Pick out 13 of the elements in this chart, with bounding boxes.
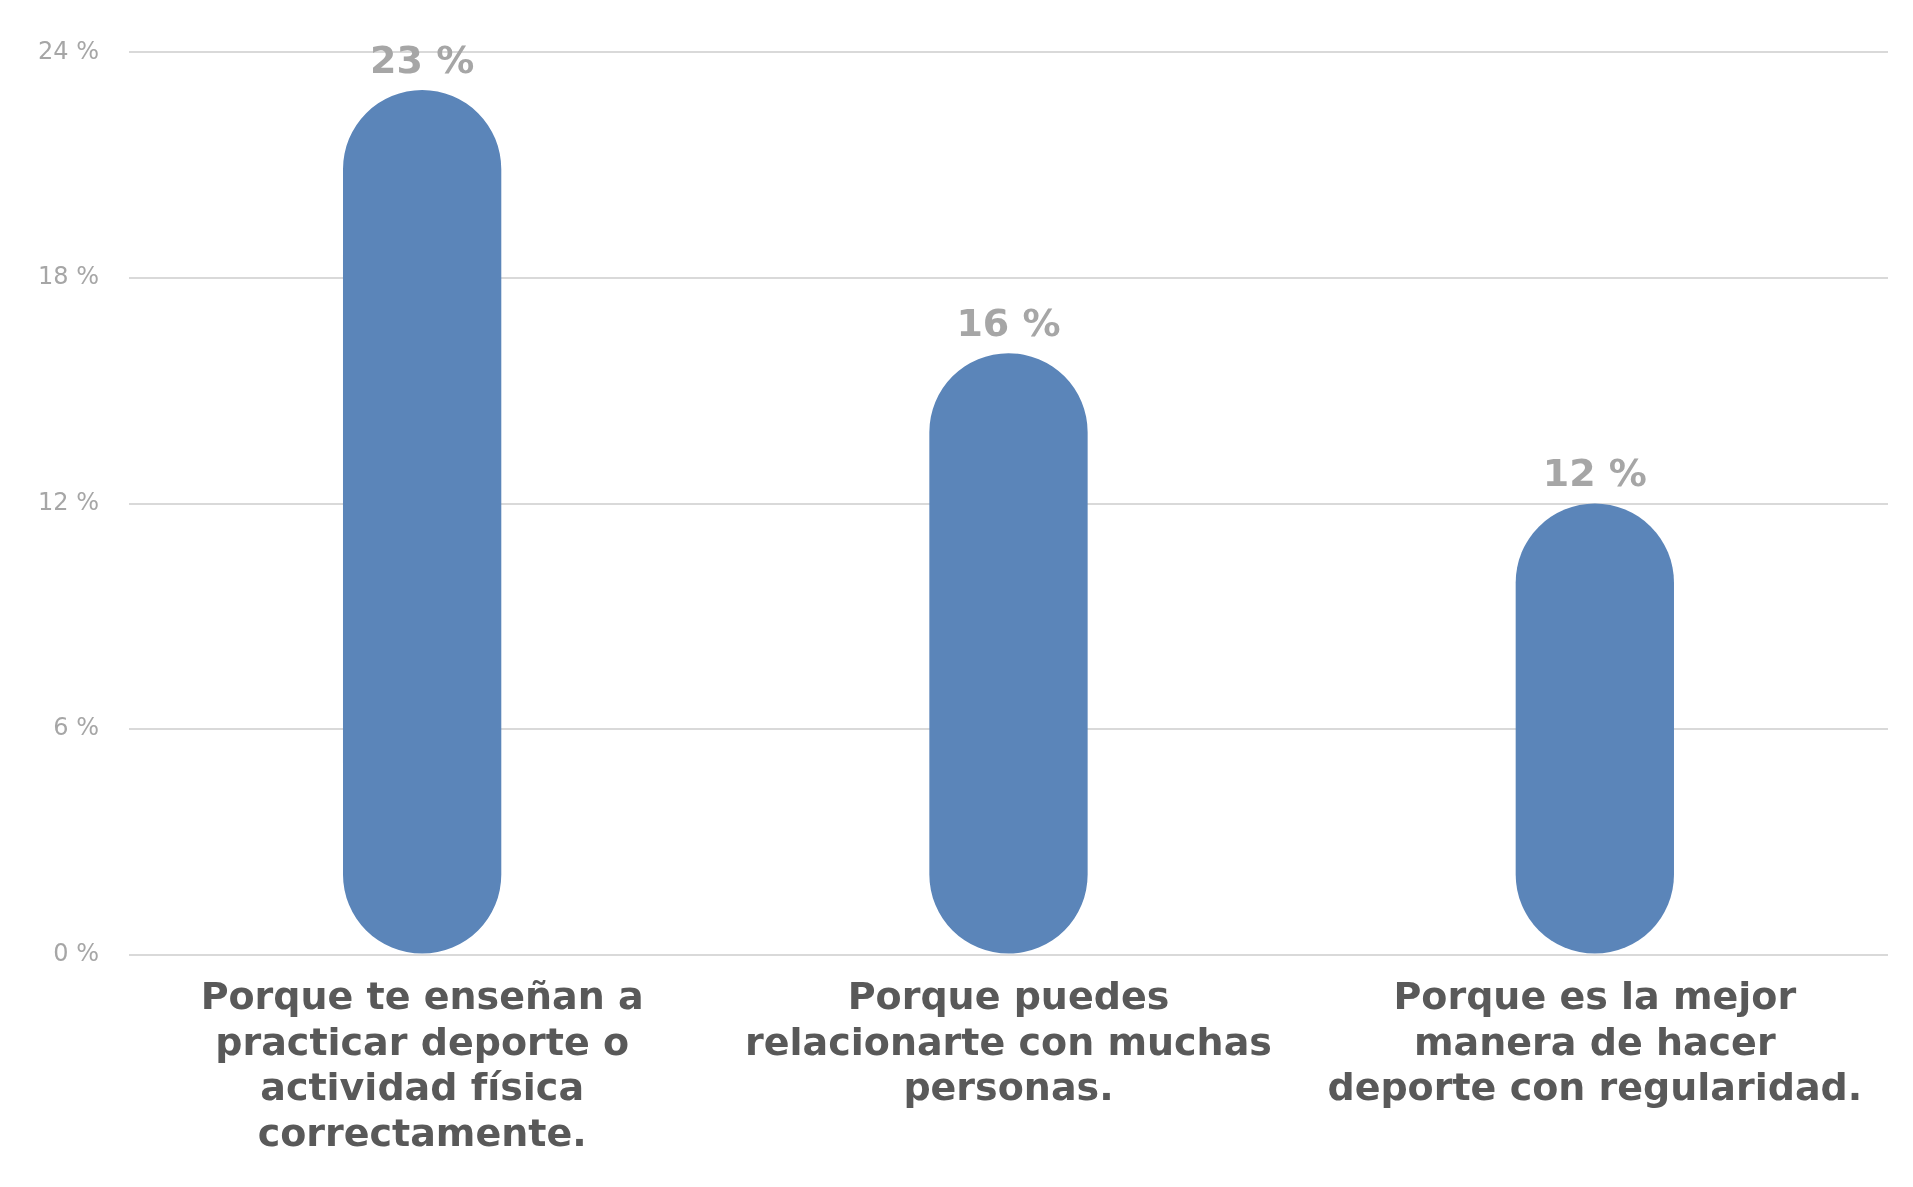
x-tick-label: Porque puedes relacionarte con muchas personas.	[745, 974, 1272, 1110]
data-label: 12 %	[1542, 451, 1647, 496]
x-tick-label: Porque es la mejor manera de hacer deporte con regularidad.	[1327, 974, 1863, 1110]
data-label: 16 %	[956, 301, 1061, 346]
y-tick-label: 12 %	[37, 487, 99, 516]
y-tick-label: 0 %	[53, 938, 99, 967]
bar	[929, 353, 1088, 954]
bar	[342, 89, 502, 954]
y-tick-label: 18 %	[37, 262, 99, 291]
data-label: 23 %	[370, 37, 475, 82]
y-tick-label: 24 %	[37, 36, 99, 65]
x-tick-label: Porque te enseñan a practicar deporte o actividad física correctamente.	[200, 974, 644, 1156]
y-tick-label: 6 %	[53, 713, 99, 742]
